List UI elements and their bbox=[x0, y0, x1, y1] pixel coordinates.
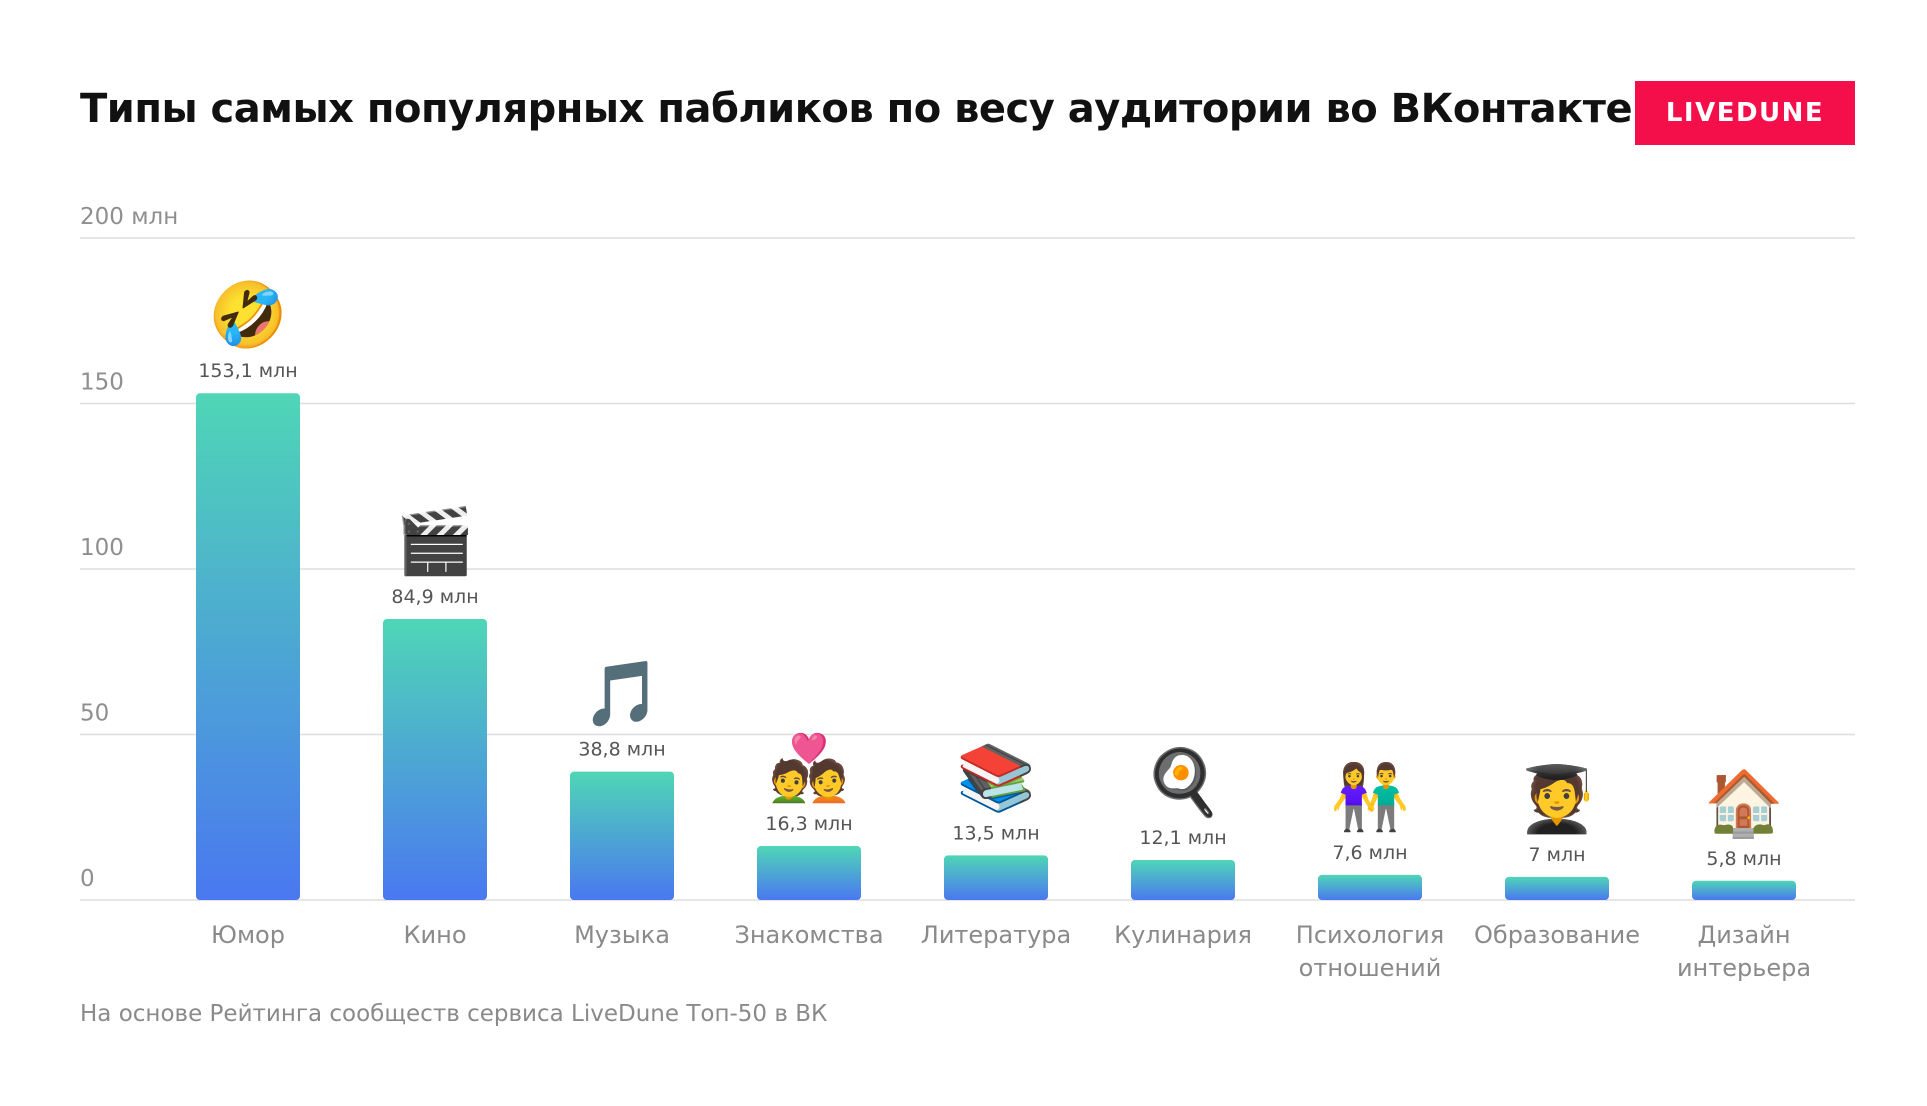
category-label: интерьера bbox=[1677, 954, 1811, 982]
couple-with-heart-icon: 💑 bbox=[769, 732, 849, 806]
category-label: Литература bbox=[921, 921, 1071, 949]
value-label: 16,3 млн bbox=[765, 813, 852, 835]
value-label: 153,1 млн bbox=[198, 360, 297, 382]
bar-4 bbox=[757, 846, 861, 900]
value-label: 38,8 млн bbox=[578, 739, 665, 761]
student-icon: 🧑‍🎓 bbox=[1517, 763, 1597, 837]
bar-chart: 0 50 100 150 200 млн 153,1 млн 🤣 Юмор 84,9 млн 🎬… bbox=[80, 204, 1855, 982]
category-label: Юмор bbox=[211, 921, 285, 949]
house-icon: 🏠 bbox=[1704, 767, 1784, 841]
y-tick-label: 150 bbox=[80, 370, 124, 396]
category-label: Кино bbox=[403, 921, 466, 949]
category-label: Музыка bbox=[574, 921, 670, 949]
bar-1 bbox=[196, 393, 300, 900]
music-notes-icon: 🎵 bbox=[582, 658, 662, 732]
value-label: 84,9 млн bbox=[391, 586, 478, 608]
y-tick-label: 200 млн bbox=[80, 204, 178, 230]
y-tick-label: 50 bbox=[80, 701, 109, 727]
couple-holding-hands-icon: 👫 bbox=[1330, 761, 1410, 835]
clapper-board-icon: 🎬 bbox=[395, 505, 475, 579]
bar-6 bbox=[1131, 859, 1235, 900]
value-label: 5,8 млн bbox=[1706, 848, 1781, 870]
books-icon: 📚 bbox=[956, 741, 1036, 815]
frying-pan-egg-icon: 🍳 bbox=[1143, 746, 1223, 820]
y-tick-label: 100 bbox=[80, 535, 124, 561]
value-label: 7,6 млн bbox=[1332, 842, 1407, 864]
bar-8 bbox=[1505, 876, 1609, 900]
category-label: Дизайн bbox=[1697, 921, 1790, 949]
chart-title: Типы самых популярных пабликов по весу а… bbox=[80, 86, 1633, 132]
category-label: Кулинария bbox=[1114, 921, 1252, 949]
category-label: Психология bbox=[1296, 921, 1444, 949]
source-footnote: На основе Рейтинга сообществ сервиса Liv… bbox=[80, 1001, 828, 1027]
bar-5 bbox=[944, 855, 1048, 900]
value-label: 7 млн bbox=[1528, 844, 1585, 866]
livedune-logo: LIVEDUNE bbox=[1635, 81, 1855, 145]
bar-7 bbox=[1318, 874, 1422, 900]
category-label: Знакомства bbox=[734, 921, 883, 949]
bar-3 bbox=[570, 771, 674, 900]
category-label: Образование bbox=[1474, 921, 1640, 949]
y-tick-label: 0 bbox=[80, 866, 95, 892]
bar-9 bbox=[1692, 880, 1796, 900]
category-label: отношений bbox=[1299, 954, 1442, 982]
bar-2 bbox=[383, 618, 487, 900]
rolling-laughing-face-icon: 🤣 bbox=[206, 279, 288, 355]
value-label: 12,1 млн bbox=[1139, 827, 1226, 849]
value-label: 13,5 млн bbox=[952, 822, 1039, 844]
